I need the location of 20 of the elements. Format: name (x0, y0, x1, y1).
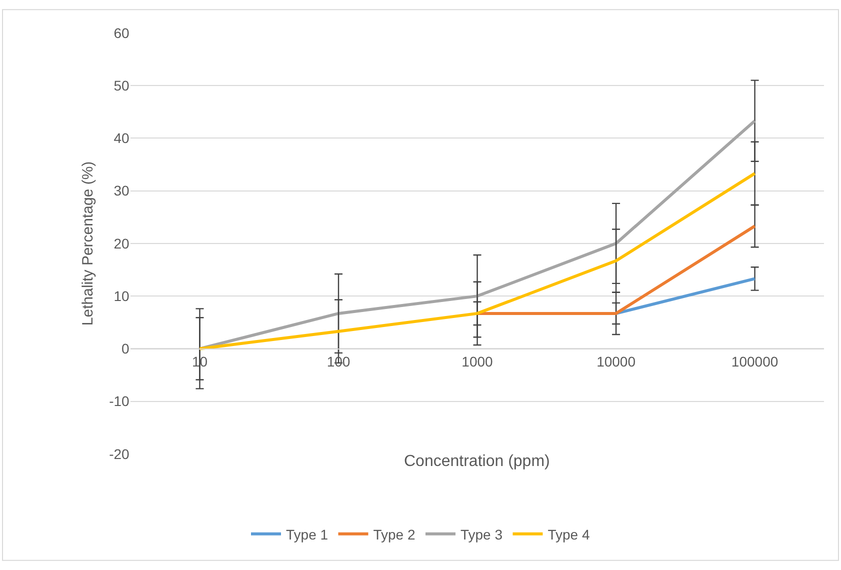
y-axis-title: Lethality Percentage (%) (79, 161, 96, 326)
y-tick-label: 20 (114, 235, 130, 252)
y-tick-label: 40 (114, 130, 130, 146)
legend-label: Type 4 (548, 526, 590, 542)
legend-label: Type 2 (373, 526, 416, 542)
y-tick-label: 10 (114, 288, 130, 304)
y-tick-label: 0 (122, 340, 130, 357)
y-tick-label: -20 (109, 446, 130, 462)
y-tick-label: -10 (109, 393, 130, 410)
x-tick-label: 100 (326, 354, 350, 370)
x-tick-label: 10000 (596, 354, 636, 370)
x-axis-title: Concentration (ppm) (404, 453, 550, 470)
x-tick-label: 100000 (731, 354, 778, 370)
legend-label: Type 3 (460, 526, 503, 542)
legend-label: Type 1 (286, 526, 328, 542)
y-tick-label: 60 (114, 24, 130, 41)
line-series (198, 172, 756, 350)
y-tick-label: 30 (114, 182, 130, 199)
y-tick-label: 50 (114, 77, 130, 94)
x-tick-label: 1000 (462, 354, 494, 370)
